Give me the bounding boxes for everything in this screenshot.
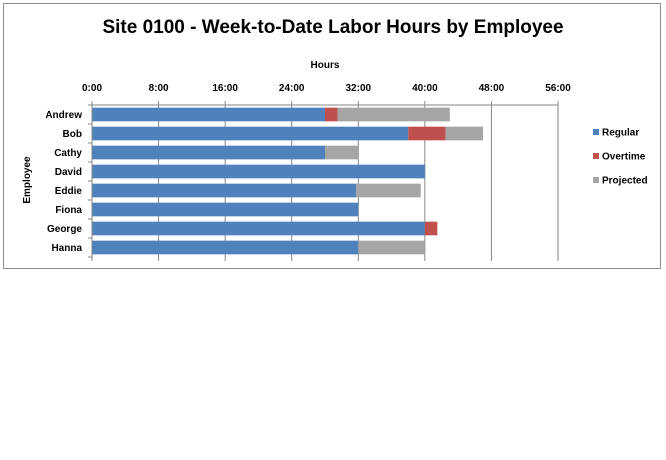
bar-projected-hanna xyxy=(358,240,425,255)
legend: Regular Overtime Projected xyxy=(593,128,648,187)
legend-label-overtime: Overtime xyxy=(602,152,646,163)
bar-regular-george xyxy=(92,221,425,236)
category-label: Fiona xyxy=(55,205,82,216)
x-tick-label: 0:00 xyxy=(82,83,102,94)
category-label: Andrew xyxy=(45,110,82,121)
category-label: Hanna xyxy=(51,243,82,254)
bar-regular-david xyxy=(92,164,425,179)
x-tick-label: 56:00 xyxy=(545,83,571,94)
bar-projected-cathy xyxy=(325,145,359,160)
bar-regular-fiona xyxy=(92,202,359,217)
category-label: George xyxy=(47,224,82,235)
legend-swatch-projected xyxy=(593,177,599,183)
legend-swatch-overtime xyxy=(593,153,599,159)
x-tick-label: 24:00 xyxy=(279,83,305,94)
x-axis-title: Hours xyxy=(311,60,340,71)
bar-projected-andrew xyxy=(337,107,450,122)
bar-regular-hanna xyxy=(92,240,359,255)
bar-regular-eddie xyxy=(92,183,357,198)
bar-regular-andrew xyxy=(92,107,325,122)
bar-regular-bob xyxy=(92,126,409,141)
chart-title: Site 0100 - Week-to-Date Labor Hours by … xyxy=(102,17,563,38)
bars xyxy=(92,107,484,255)
bar-projected-eddie xyxy=(356,183,421,198)
x-tick-label: 40:00 xyxy=(412,83,438,94)
y-axis-title: Employee xyxy=(22,156,33,204)
x-tick-label: 48:00 xyxy=(479,83,505,94)
bar-overtime-andrew xyxy=(325,107,338,122)
category-label: Eddie xyxy=(55,186,83,197)
bar-projected-bob xyxy=(445,126,484,141)
bar-overtime-george xyxy=(424,221,438,236)
legend-label-projected: Projected xyxy=(602,176,648,187)
category-label: David xyxy=(55,167,82,178)
category-label: Cathy xyxy=(54,148,82,159)
category-label: Bob xyxy=(63,129,82,140)
legend-label-regular: Regular xyxy=(602,128,639,139)
x-tick-label: 16:00 xyxy=(212,83,238,94)
bar-regular-cathy xyxy=(92,145,325,160)
bar-overtime-bob xyxy=(408,126,446,141)
x-tick-label: 32:00 xyxy=(345,83,371,94)
x-tick-label: 8:00 xyxy=(149,83,169,94)
axes: 0:00 8:00 16:00 24:00 32:00 40:00 48:00 56:00 An… xyxy=(45,83,571,261)
legend-swatch-regular xyxy=(593,129,599,135)
